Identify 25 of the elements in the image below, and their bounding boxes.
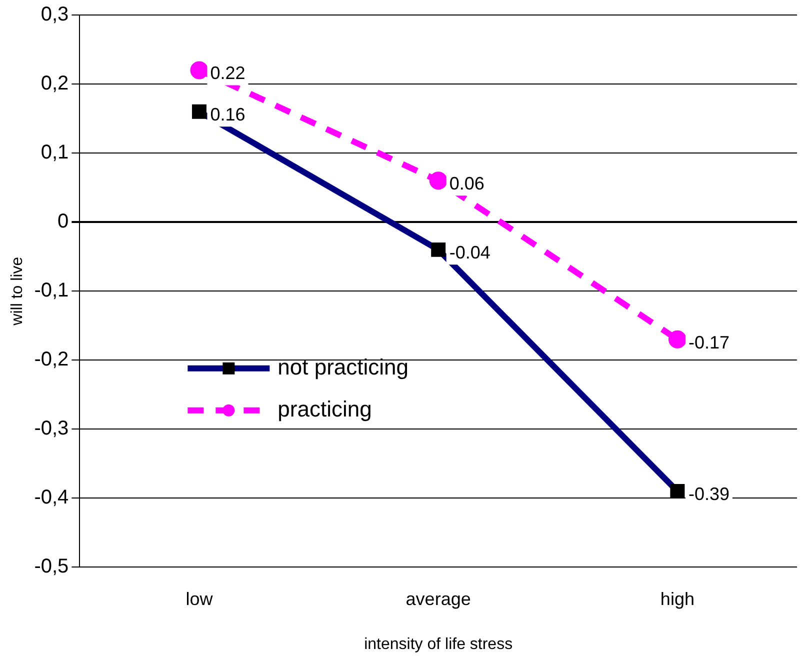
y-tick-label: -0,1 [34, 280, 69, 302]
data-label: -0.17 [688, 332, 730, 352]
point [668, 330, 686, 348]
y-tick-label: 0,3 [40, 4, 69, 26]
y-tick-label: -0,5 [34, 556, 69, 578]
data-label: -0.04 [449, 242, 490, 263]
x-tick-label: average [406, 588, 471, 609]
data-label: 0.06 [449, 174, 484, 194]
point [429, 172, 448, 190]
x-tick-label: low [186, 588, 214, 609]
y-tick-label: -0,4 [34, 486, 69, 509]
y-axis-title: will to live [9, 256, 26, 326]
data-label: 0.22 [210, 63, 246, 84]
x-tick-label: high [660, 588, 694, 609]
legend-label: practicing [278, 396, 372, 422]
legend-label: not practicing [278, 354, 409, 380]
point [190, 61, 208, 80]
y-tick-label: 0,1 [40, 142, 69, 164]
x-axis-title: intensity of life stress [364, 636, 513, 653]
y-tick-label: 0,2 [40, 72, 69, 95]
y-tick-label: -0,2 [34, 348, 69, 371]
data-label: -0.39 [688, 484, 730, 504]
y-tick-label: -0,3 [34, 418, 69, 440]
data-label: 0.16 [210, 104, 246, 125]
y-tick-label: 0 [58, 210, 69, 233]
